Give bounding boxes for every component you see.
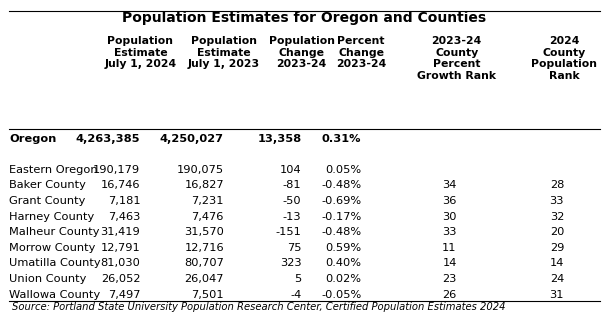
Text: Wallowa County: Wallowa County <box>9 290 100 300</box>
Text: 34: 34 <box>442 181 457 190</box>
Text: 26,047: 26,047 <box>185 274 224 284</box>
Text: 7,476: 7,476 <box>192 212 224 222</box>
Text: Population
Estimate
July 1, 2024: Population Estimate July 1, 2024 <box>104 36 177 69</box>
Text: 26: 26 <box>443 290 457 300</box>
Text: Grant County: Grant County <box>9 196 85 206</box>
Text: Baker County: Baker County <box>9 181 86 190</box>
Text: 36: 36 <box>442 196 457 206</box>
Text: 30: 30 <box>442 212 457 222</box>
Text: 31,419: 31,419 <box>100 227 140 237</box>
Text: -0.05%: -0.05% <box>321 290 361 300</box>
Text: 7,501: 7,501 <box>191 290 224 300</box>
Text: 23: 23 <box>442 274 457 284</box>
Text: 0.40%: 0.40% <box>325 259 361 268</box>
Text: 323: 323 <box>280 259 301 268</box>
Text: 2024
County
Population
Rank: 2024 County Population Rank <box>531 36 597 81</box>
Text: -50: -50 <box>283 196 301 206</box>
Text: 13,358: 13,358 <box>258 134 301 144</box>
Text: 80,707: 80,707 <box>184 259 224 268</box>
Text: 20: 20 <box>550 227 564 237</box>
Text: 12,791: 12,791 <box>100 243 140 253</box>
Text: 7,497: 7,497 <box>108 290 140 300</box>
Text: -151: -151 <box>276 227 301 237</box>
Text: -0.69%: -0.69% <box>321 196 361 206</box>
Text: 4,263,385: 4,263,385 <box>76 134 140 144</box>
Text: -81: -81 <box>283 181 301 190</box>
Text: 190,179: 190,179 <box>93 165 140 175</box>
Text: 33: 33 <box>442 227 457 237</box>
Text: 11: 11 <box>442 243 457 253</box>
Text: 4,250,027: 4,250,027 <box>160 134 224 144</box>
Text: Harney County: Harney County <box>9 212 94 222</box>
Text: 0.31%: 0.31% <box>322 134 361 144</box>
Text: -0.17%: -0.17% <box>321 212 361 222</box>
Text: 7,181: 7,181 <box>108 196 140 206</box>
Text: Source: Portland State University Population Research Center, Certified Populati: Source: Portland State University Popula… <box>12 302 505 312</box>
Text: 16,746: 16,746 <box>101 181 140 190</box>
Text: 2023-24
County
Percent
Growth Rank: 2023-24 County Percent Growth Rank <box>417 36 496 81</box>
Text: -13: -13 <box>283 212 301 222</box>
Text: Umatilla County: Umatilla County <box>9 259 100 268</box>
Text: 31: 31 <box>549 290 564 300</box>
Text: -4: -4 <box>290 290 301 300</box>
Text: Union County: Union County <box>9 274 86 284</box>
Text: 29: 29 <box>550 243 564 253</box>
Text: 16,827: 16,827 <box>185 181 224 190</box>
Text: 31,570: 31,570 <box>184 227 224 237</box>
Text: Eastern Oregon: Eastern Oregon <box>9 165 97 175</box>
Text: Population
Estimate
July 1, 2023: Population Estimate July 1, 2023 <box>188 36 260 69</box>
Text: 75: 75 <box>287 243 301 253</box>
Text: 0.02%: 0.02% <box>325 274 361 284</box>
Text: 81,030: 81,030 <box>100 259 140 268</box>
Text: 12,716: 12,716 <box>185 243 224 253</box>
Text: Malheur County: Malheur County <box>9 227 100 237</box>
Text: 7,463: 7,463 <box>108 212 140 222</box>
Text: Percent
Change
2023-24: Percent Change 2023-24 <box>336 36 386 69</box>
Text: 28: 28 <box>550 181 564 190</box>
Text: 0.05%: 0.05% <box>325 165 361 175</box>
Text: -0.48%: -0.48% <box>321 181 361 190</box>
Text: -0.48%: -0.48% <box>321 227 361 237</box>
Text: 7,231: 7,231 <box>191 196 224 206</box>
Text: 190,075: 190,075 <box>177 165 224 175</box>
Text: 26,052: 26,052 <box>101 274 140 284</box>
Text: 14: 14 <box>442 259 457 268</box>
Text: 5: 5 <box>294 274 301 284</box>
Text: 14: 14 <box>550 259 564 268</box>
Text: Population
Change
2023-24: Population Change 2023-24 <box>269 36 334 69</box>
Text: 33: 33 <box>549 196 564 206</box>
Text: 104: 104 <box>280 165 301 175</box>
Text: Morrow County: Morrow County <box>9 243 96 253</box>
Text: 32: 32 <box>550 212 564 222</box>
Text: Population Estimates for Oregon and Counties: Population Estimates for Oregon and Coun… <box>122 11 487 25</box>
Text: 0.59%: 0.59% <box>325 243 361 253</box>
Text: Oregon: Oregon <box>9 134 57 144</box>
Text: 24: 24 <box>550 274 564 284</box>
